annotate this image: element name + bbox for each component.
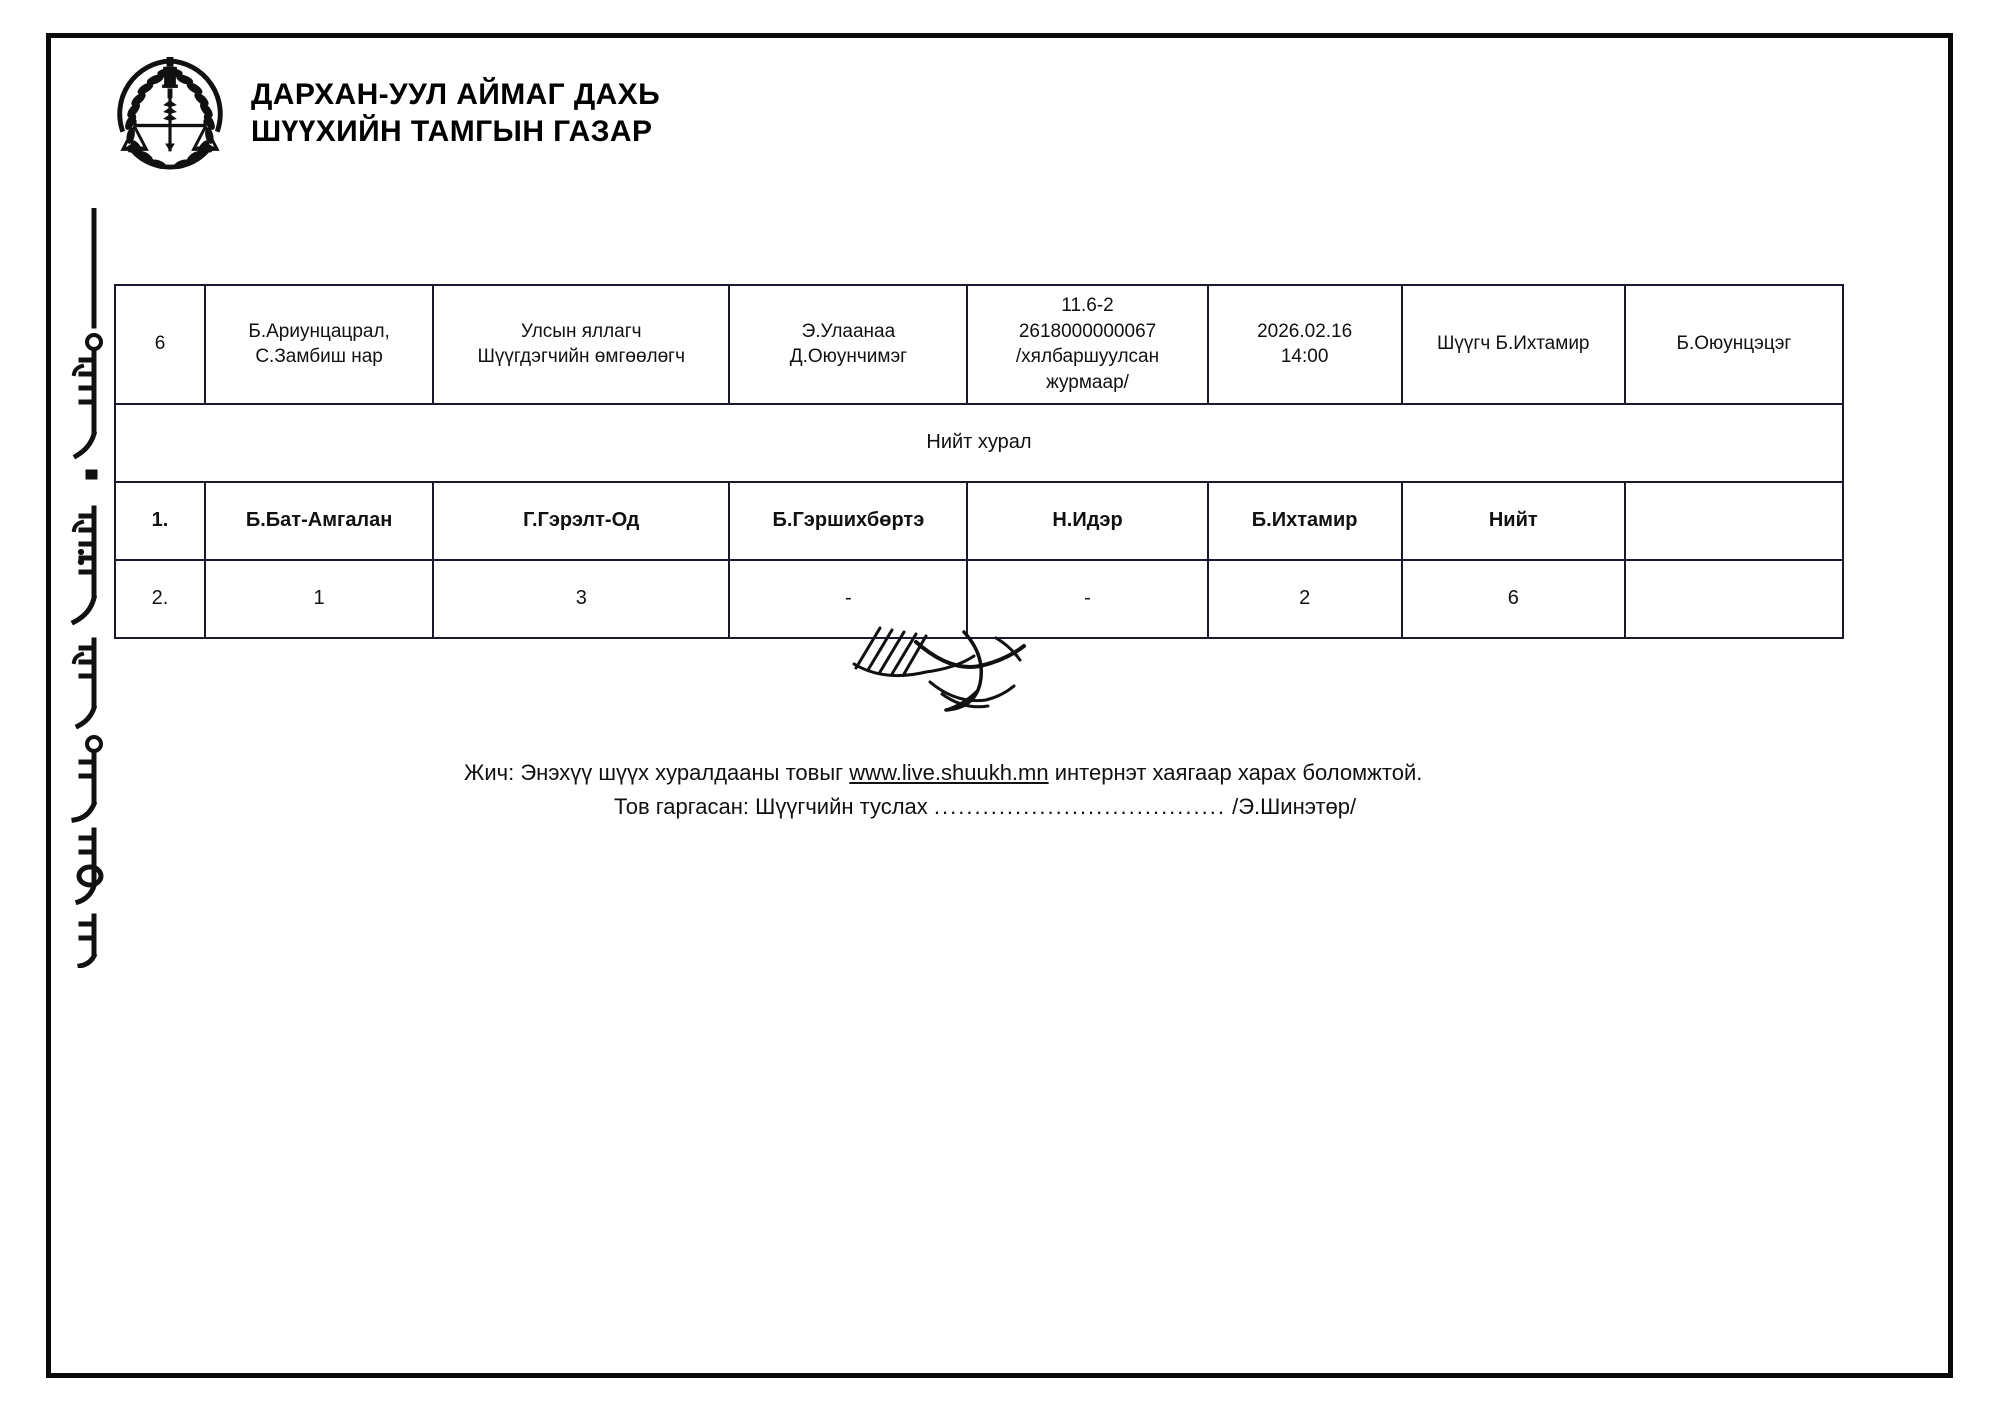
cell-summary-header-6: Нийт: [1400, 480, 1626, 561]
footnote-line-issuer: Тов гаргасан: Шүүгчийн туслах ..........…: [114, 790, 1844, 824]
cell-value-5: 2: [1206, 558, 1403, 639]
signer-name: /Э.Шинэтөр/: [1232, 794, 1357, 820]
cell-case-number: 11.6-2 2618000000067 /хялбаршуулсан журм…: [966, 284, 1209, 405]
cell-summary-header-1: Б.Бат-Амгалан: [204, 480, 435, 561]
footnote-line-availability: Жич: Энэхүү шүүх хуралдааны товыг www.li…: [114, 756, 1844, 790]
cell-row-number: 6: [113, 284, 207, 405]
cell-datetime: 2026.02.16 14:00: [1206, 284, 1403, 405]
cell-roles: Улсын яллагч Шүүгдэгчийн өмгөөлөгч: [432, 284, 731, 405]
cell-persons: Э.Улаанаа Д.Оюунчимэг: [728, 284, 969, 405]
letterhead: ДАРХАН-УУЛ АЙМАГ ДАХЬ ШҮҮХИЙН ТАМГЫН ГАЗ…: [111, 55, 660, 173]
live-broadcast-link[interactable]: www.live.shuukh.mn: [849, 760, 1049, 785]
cell-values-index: 2.: [113, 558, 207, 639]
cell-summary-index: 1.: [113, 480, 207, 561]
cell-summary-header-7: [1623, 480, 1845, 561]
cell-total-banner: Нийт хурал: [114, 402, 1844, 483]
table-row-total-banner: Нийт хурал: [114, 402, 1844, 483]
cell-parties: Б.Ариунцацрал, С.Замбиш нар: [204, 284, 435, 405]
cell-summary-header-4: Н.Идэр: [966, 480, 1209, 561]
cell-value-4: -: [966, 558, 1209, 639]
table-row-summary-values: 2. 1 3 - - 2 6: [113, 558, 1845, 639]
table-row-hearing: 6 Б.Ариунцацрал, С.Замбиш нар Улсын ялла…: [113, 284, 1845, 405]
cell-value-3: -: [728, 558, 969, 639]
table-row-summary-header: 1. Б.Бат-Амгалан Г.Гэрэлт-Од Б.Гэршихбөр…: [113, 480, 1845, 561]
cell-value-2: 3: [432, 558, 731, 639]
signature-dotted-line: ....................................: [933, 794, 1226, 820]
footnote: Жич: Энэхүү шүүх хуралдааны товыг www.li…: [114, 756, 1844, 824]
cell-judge: Шүүгч Б.Ихтамир: [1400, 284, 1626, 405]
cell-summary-header-2: Г.Гэрэлт-Од: [432, 480, 731, 561]
cell-summary-header-3: Б.Гэршихбөртэ: [728, 480, 969, 561]
cell-secretary: Б.Оюунцэцэг: [1623, 284, 1845, 405]
footnote-text-after-url: интернэт хаягаар харах боломжтой.: [1054, 760, 1423, 785]
cell-value-1: 1: [204, 558, 435, 639]
cell-value-7: [1623, 558, 1845, 639]
footnote-prefix: Жич:: [464, 760, 515, 785]
scales-of-justice-emblem: [111, 55, 229, 173]
document-page-frame: ДАРХАН-УУЛ АЙМАГ ДАХЬ ШҮҮХИЙН ТАМГЫН ГАЗ…: [46, 33, 1953, 1378]
issued-by-label: Тов гаргасан: Шүүгчийн туслах: [614, 794, 928, 820]
cell-summary-header-5: Б.Ихтамир: [1206, 480, 1403, 561]
cell-value-6: 6: [1400, 558, 1626, 639]
page-title: ДАРХАН-УУЛ АЙМАГ ДАХЬ ШҮҮХИЙН ТАМГЫН ГАЗ…: [251, 78, 661, 148]
footnote-text-before-url: Энэхүү шүүх хуралдааны товыг: [520, 760, 844, 785]
hearing-schedule-table: 6 Б.Ариунцацрал, С.Замбиш нар Улсын ялла…: [113, 284, 1845, 639]
